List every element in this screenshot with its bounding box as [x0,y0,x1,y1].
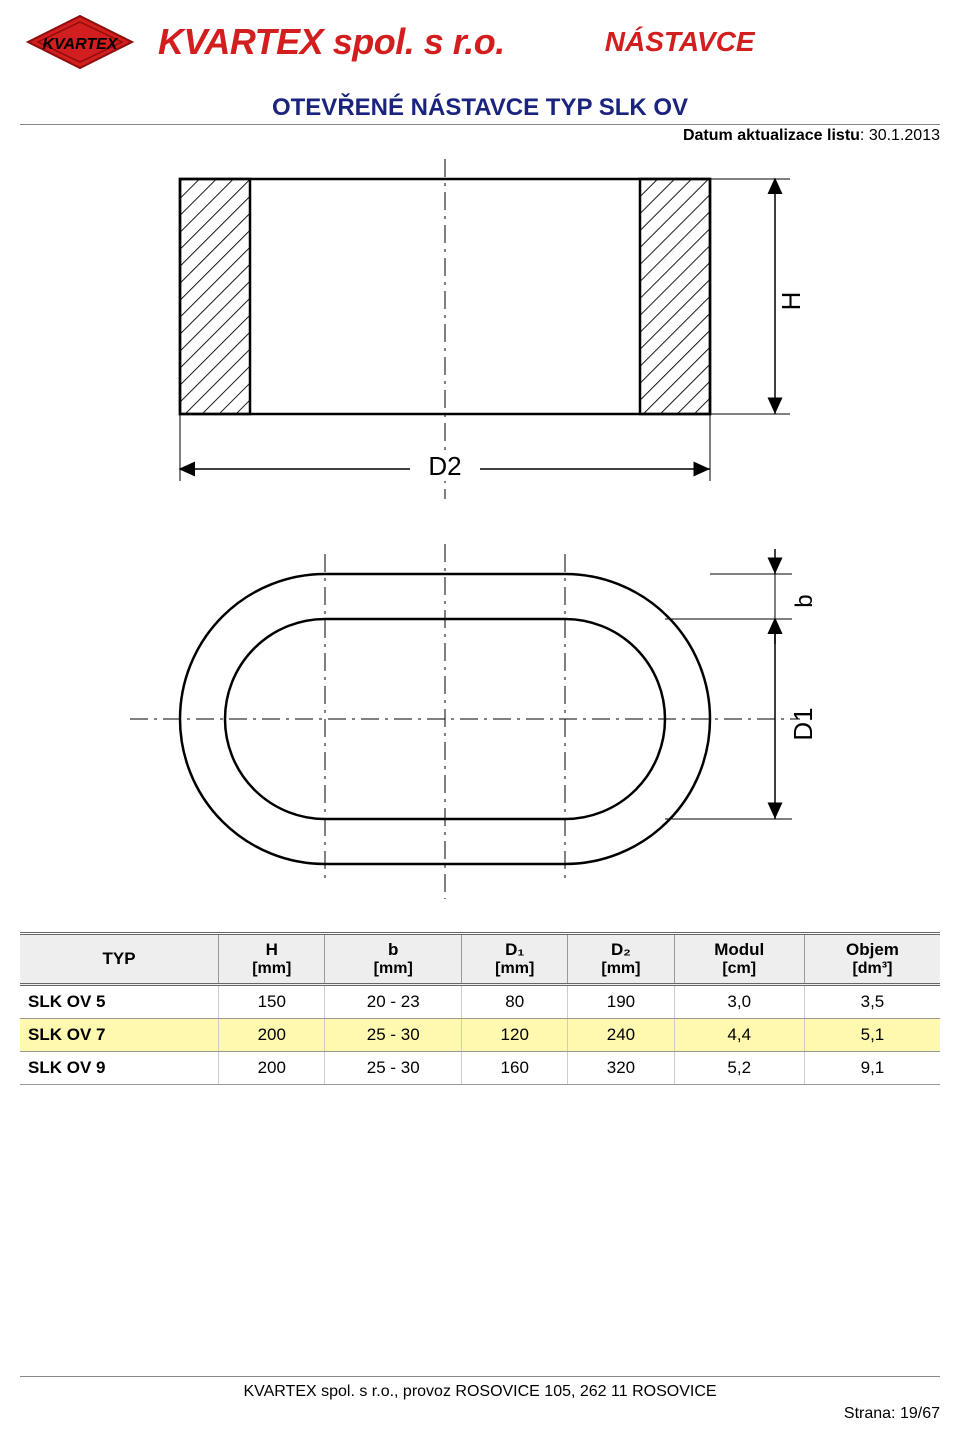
dim-label-d2: D2 [428,451,461,481]
col-objem: Objem [dm³] [804,934,940,985]
col-d2: D₂ [mm] [568,934,674,985]
table-header: TYP H [mm] b [mm] D₁ [mm] D₂ [mm] Modul … [20,934,940,985]
cell-value: 320 [568,1052,674,1085]
logo: KVARTEX [20,12,140,72]
dim-label-b: b [791,594,818,607]
footer-address: KVARTEX spol. s r.o., provoz ROSOVICE 10… [0,1383,960,1401]
spec-table: TYP H [mm] b [mm] D₁ [mm] D₂ [mm] Modul … [20,932,940,1085]
cell-typ: SLK OV 9 [20,1052,219,1085]
cell-value: 240 [568,1019,674,1052]
page-header: KVARTEX KVARTEX spol. s r.o. NÁSTAVCE [0,0,960,76]
cell-value: 20 - 23 [325,985,462,1019]
cell-value: 200 [219,1019,325,1052]
side-view: H D2 [180,159,806,499]
col-modul: Modul [cm] [674,934,804,985]
cell-value: 190 [568,985,674,1019]
technical-diagram: H D2 b D1 [100,159,860,904]
top-view: b D1 [130,544,818,899]
cell-typ: SLK OV 7 [20,1019,219,1052]
table-body: SLK OV 515020 - 23801903,03,5SLK OV 7200… [20,985,940,1085]
col-d1: D₁ [mm] [462,934,568,985]
footer-rule [20,1376,940,1377]
date-label: Datum aktualizace listu [683,127,860,144]
table-row: SLK OV 720025 - 301202404,45,1 [20,1019,940,1052]
cell-value: 25 - 30 [325,1019,462,1052]
table-row: SLK OV 515020 - 23801903,03,5 [20,985,940,1019]
cell-value: 150 [219,985,325,1019]
update-date-line: Datum aktualizace listu: 30.1.2013 [0,127,960,145]
cell-value: 25 - 30 [325,1052,462,1085]
logo-text: KVARTEX [43,36,119,53]
cell-typ: SLK OV 5 [20,985,219,1019]
cell-value: 4,4 [674,1019,804,1052]
cell-value: 3,5 [804,985,940,1019]
col-h: H [mm] [219,934,325,985]
dim-label-d1: D1 [788,707,818,740]
cell-value: 5,1 [804,1019,940,1052]
header-rule [20,124,940,125]
cell-value: 120 [462,1019,568,1052]
date-value: 30.1.2013 [869,127,940,144]
cell-value: 200 [219,1052,325,1085]
table-row: SLK OV 920025 - 301603205,29,1 [20,1052,940,1085]
col-b: b [mm] [325,934,462,985]
cell-value: 160 [462,1052,568,1085]
col-typ: TYP [20,934,219,985]
category-heading: NÁSTAVCE [605,26,755,58]
dim-label-h: H [776,292,806,311]
company-name: KVARTEX spol. s r.o. [158,21,505,63]
cell-value: 5,2 [674,1052,804,1085]
cell-value: 3,0 [674,985,804,1019]
page-number: Strana: 19/67 [0,1405,960,1423]
cell-value: 9,1 [804,1052,940,1085]
cell-value: 80 [462,985,568,1019]
page-footer: KVARTEX spol. s r.o., provoz ROSOVICE 10… [0,1376,960,1423]
page-subtitle: OTEVŘENÉ NÁSTAVCE TYP SLK OV [0,94,960,122]
